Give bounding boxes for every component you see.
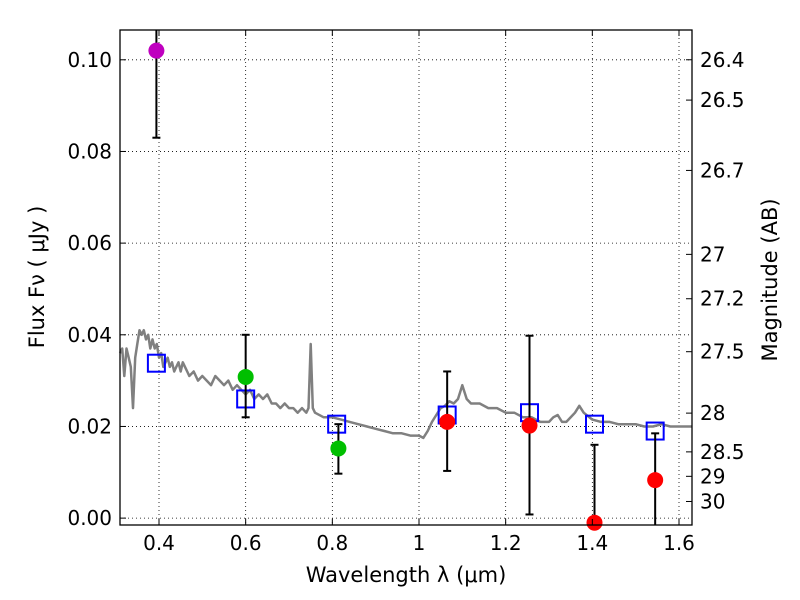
x-tick-label: 1.2 — [490, 531, 522, 555]
x-tick-label: 0.6 — [230, 531, 262, 555]
y-tick-label: 0.06 — [67, 231, 112, 255]
y2-tick-label: 26.7 — [700, 158, 745, 182]
observed-point — [521, 417, 538, 434]
data-layer — [118, 30, 692, 531]
y2-tick-label: 27.2 — [700, 287, 745, 311]
y2-tick-label: 26.4 — [700, 48, 745, 72]
x-axis-title: Wavelength λ (μm) — [306, 563, 507, 587]
observed-point — [586, 514, 603, 531]
y2-tick-label: 30 — [700, 489, 725, 513]
y-tick-label: 0.02 — [67, 414, 112, 438]
model-sed-line — [118, 328, 692, 440]
x-tick-label: 0.8 — [316, 531, 348, 555]
observed-point — [439, 413, 456, 430]
y2-tick-label: 26.5 — [700, 88, 745, 112]
y2-axis-title: Magnitude (AB) — [758, 198, 782, 361]
observed-point — [148, 42, 165, 59]
y-tick-label: 0.08 — [67, 139, 112, 163]
model-photometry-square — [146, 353, 166, 373]
y2-tick-label: 27.5 — [700, 340, 745, 364]
observed-point — [330, 440, 347, 457]
plot-frame — [119, 29, 693, 526]
y2-tick-label: 27 — [700, 242, 725, 266]
y-axis-title: Flux Fν ( μJy ) — [25, 206, 49, 349]
x-tick-label: 1.6 — [663, 531, 695, 555]
y2-tick-label: 28 — [700, 401, 725, 425]
y2-tick-label: 29 — [700, 464, 725, 488]
y-tick-label: 0.10 — [67, 48, 112, 72]
observed-point — [237, 368, 254, 385]
x-tick-label: 1.4 — [576, 531, 608, 555]
x-tick-label: 1 — [413, 531, 426, 555]
tick-layer: 0.4 0.6 0.8 1 1.2 1.4 1.6 0.00 0.02 0.04 0.06 0.08 0… — [67, 30, 745, 555]
model-photometry-square — [327, 414, 347, 434]
observed-point — [647, 472, 664, 489]
x-tick-label: 0.4 — [143, 531, 175, 555]
y-tick-label: 0.00 — [67, 506, 112, 530]
y2-tick-label: 28.5 — [700, 440, 745, 464]
model-photometry-square — [585, 414, 604, 434]
grid-layer — [120, 30, 692, 525]
y-tick-label: 0.04 — [67, 323, 112, 347]
